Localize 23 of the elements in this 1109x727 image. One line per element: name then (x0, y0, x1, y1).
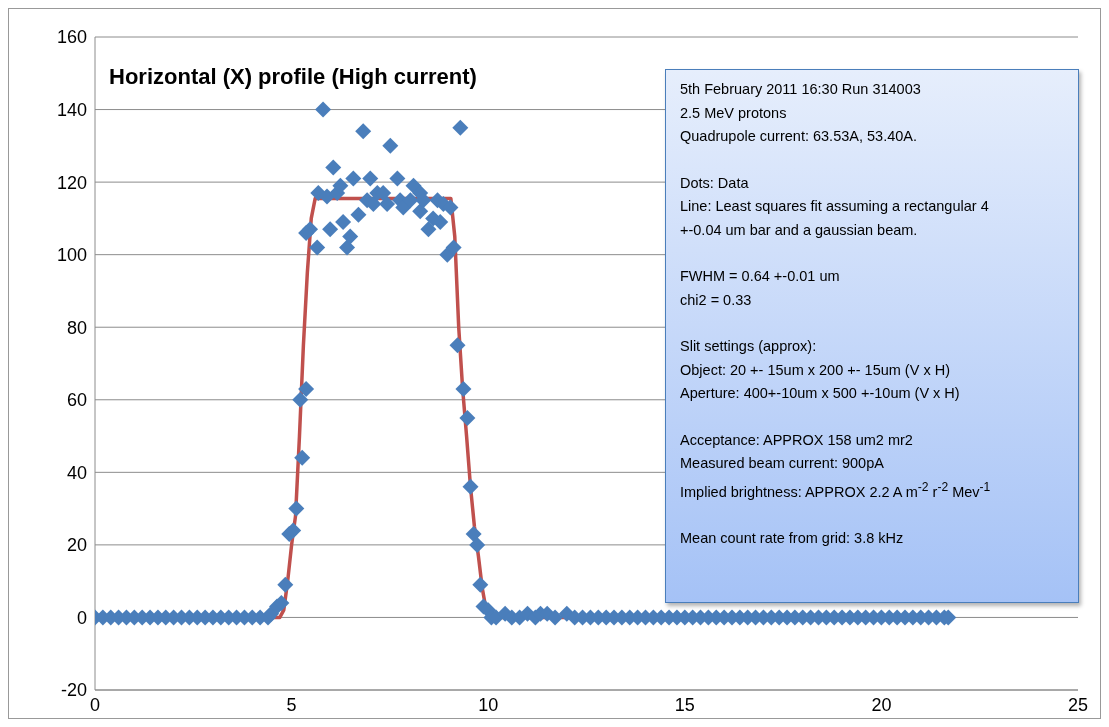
annotation: Slit settings (approx): Object: 20 +- 15um x 200 +- 15um (V x H) Aperture: 400+-10um x 500 +-10um (V x H) (680, 337, 961, 403)
x-tick-label: 10 (478, 694, 499, 715)
x-tick-label: 0 (89, 694, 101, 715)
text: Horizontal (X) profile (High current) (109, 64, 477, 90)
annotation: Dots: Data Line: Least squares fit assuming a rectangular 4 +-0.04 um bar and a gaussian beam. (680, 173, 990, 240)
y-tick-label: 80 (66, 317, 87, 338)
x-tick-label: 15 (674, 694, 695, 715)
y-tick-label: 40 (66, 462, 87, 483)
y-tick-label: -20 (60, 680, 87, 701)
y-tick-label: 140 (56, 99, 87, 120)
y-tick-label: 60 (66, 390, 87, 411)
y-tick-label: 0 (76, 607, 87, 628)
annotation: FWHM = 0.64 +-0.01 um chi2 = 0.33 (680, 267, 841, 310)
y-tick-label: 20 (66, 535, 87, 556)
y-tick-label: 160 (56, 27, 87, 48)
annotation: Acceptance: APPROX 158 um2 mr2 Measured beam current: 900pA Implied brightness: APPROX 2.2 A m$^{-2}$ r$^{-2}$ Mev$^{-1}$ (680, 430, 992, 502)
y-tick-label: 100 (56, 245, 87, 266)
annotation: Mean count rate from grid: 3.8 kHz (680, 528, 905, 548)
x-tick-label: 5 (286, 694, 297, 715)
y-tick-label: 120 (56, 172, 87, 193)
x-tick-label: 25 (1067, 694, 1089, 715)
annotation: 5th February 2011 16:30 Run 314003 2.5 MeV protons Quadrupole current: 63.53A, 53.40A. (680, 80, 922, 146)
x-tick-label: 20 (871, 694, 892, 715)
